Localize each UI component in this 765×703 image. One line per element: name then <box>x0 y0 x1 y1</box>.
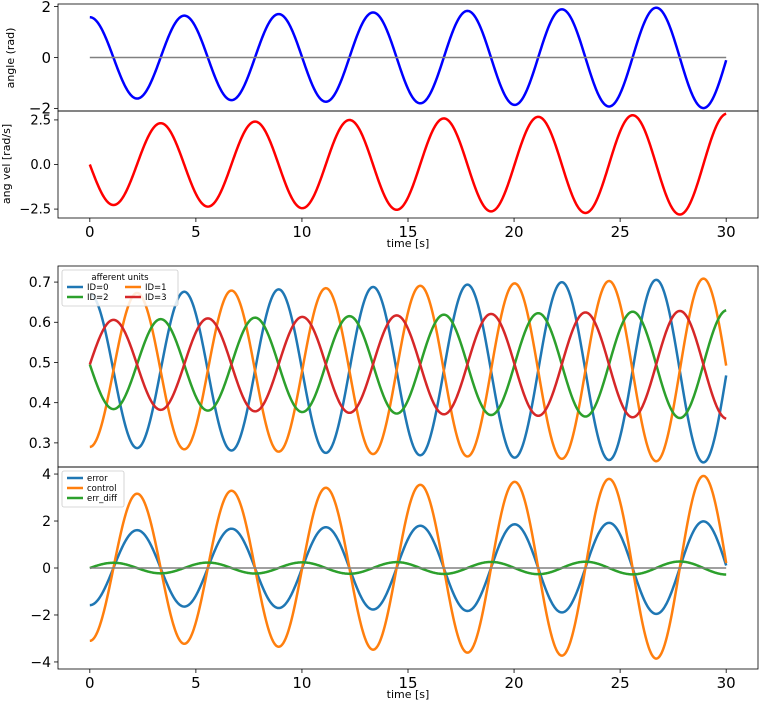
angle-ylabel: angle (rad) <box>4 28 17 89</box>
bottom-xlabel: time [s] <box>387 688 430 701</box>
legend-entry-label: error <box>87 474 108 484</box>
top-xlabel: time [s] <box>387 237 430 250</box>
legend-entry-label: ID=3 <box>145 293 167 303</box>
legend-entry-label: ID=2 <box>87 293 109 303</box>
ytick-label: 0.5 <box>29 355 51 371</box>
series-line-control <box>89 474 728 660</box>
legend-entry-label: control <box>87 484 116 494</box>
legend-entry-label: ID=0 <box>87 283 109 293</box>
ytick-label: 0.3 <box>29 436 51 452</box>
ytick-label: 0.6 <box>29 315 51 331</box>
xtick-label: 25 <box>611 674 630 692</box>
xtick-label: 20 <box>505 674 524 692</box>
legend-title: afferent units <box>91 273 149 283</box>
ytick-label: 4 <box>42 467 51 483</box>
ytick-label: 0.0 <box>30 158 51 173</box>
series-line-err-diff <box>89 560 727 576</box>
ytick-label: −2.5 <box>19 203 51 218</box>
xtick-label: 10 <box>292 223 311 241</box>
series-line-id-2 <box>88 309 727 420</box>
xtick-label: 30 <box>717 674 736 692</box>
series-line-error <box>89 520 728 616</box>
xtick-label: 15 <box>398 223 417 241</box>
angle-panel: angle (rad) −2 0 2 <box>4 0 759 118</box>
ytick-label: 2 <box>42 514 51 530</box>
xtick-label: 20 <box>505 223 524 241</box>
series-line-id-3 <box>88 309 727 420</box>
xtick-label: 15 <box>398 674 417 692</box>
series-line-0 <box>88 112 727 216</box>
series-line-id-0 <box>89 278 728 464</box>
xtick-label: 25 <box>611 223 630 241</box>
xtick-label: 0 <box>85 674 95 692</box>
ytick-label: −2 <box>30 608 51 624</box>
legend-entry-label: err_diff <box>87 494 118 504</box>
control-signals-panel: time [s] −4 −2 0 2 4 0 5 10 15 20 25 30 errorcontrol… <box>30 466 759 701</box>
xtick-label: 5 <box>191 223 201 241</box>
xtick-label: 10 <box>292 674 311 692</box>
ytick-label: −2 <box>29 100 51 118</box>
ytick-label: 0.4 <box>29 396 51 412</box>
angular-velocity-ylabel: ang vel [rad/s] <box>0 124 13 204</box>
legend-box <box>61 269 179 307</box>
ytick-label: 0 <box>42 561 51 577</box>
xtick-label: 5 <box>191 674 201 692</box>
series-line-0 <box>89 6 728 110</box>
angular-velocity-panel: ang vel [rad/s] time [s] −2.5 0.0 2.5 0 5 10 1… <box>0 110 759 250</box>
ytick-label: 0 <box>41 49 51 67</box>
xtick-label: 0 <box>85 223 95 241</box>
legend-entry-label: ID=1 <box>145 283 167 293</box>
ytick-label: −4 <box>30 655 51 671</box>
ytick-label: 2.5 <box>30 113 51 128</box>
series-line-id-1 <box>89 277 728 463</box>
ytick-label: 0.7 <box>29 275 51 291</box>
xtick-label: 30 <box>717 223 736 241</box>
ytick-label: 2 <box>41 0 51 16</box>
angular-velocity-plot-frame <box>57 110 759 219</box>
